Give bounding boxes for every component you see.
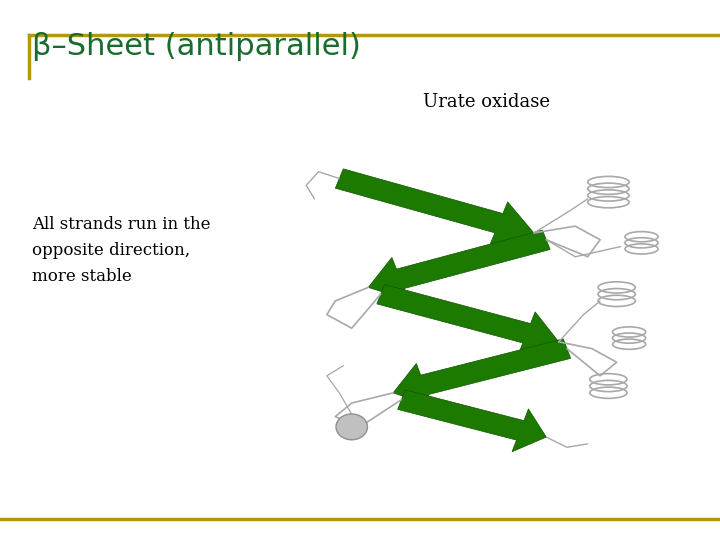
Polygon shape bbox=[368, 230, 550, 300]
Polygon shape bbox=[377, 285, 559, 355]
Polygon shape bbox=[397, 390, 546, 452]
Text: β–Sheet (antiparallel): β–Sheet (antiparallel) bbox=[32, 32, 361, 62]
Polygon shape bbox=[393, 339, 571, 406]
Text: Urate oxidase: Urate oxidase bbox=[423, 93, 549, 111]
Circle shape bbox=[336, 414, 367, 440]
Polygon shape bbox=[336, 169, 534, 245]
Text: All strands run in the
opposite direction,
more stable: All strands run in the opposite directio… bbox=[32, 216, 211, 285]
